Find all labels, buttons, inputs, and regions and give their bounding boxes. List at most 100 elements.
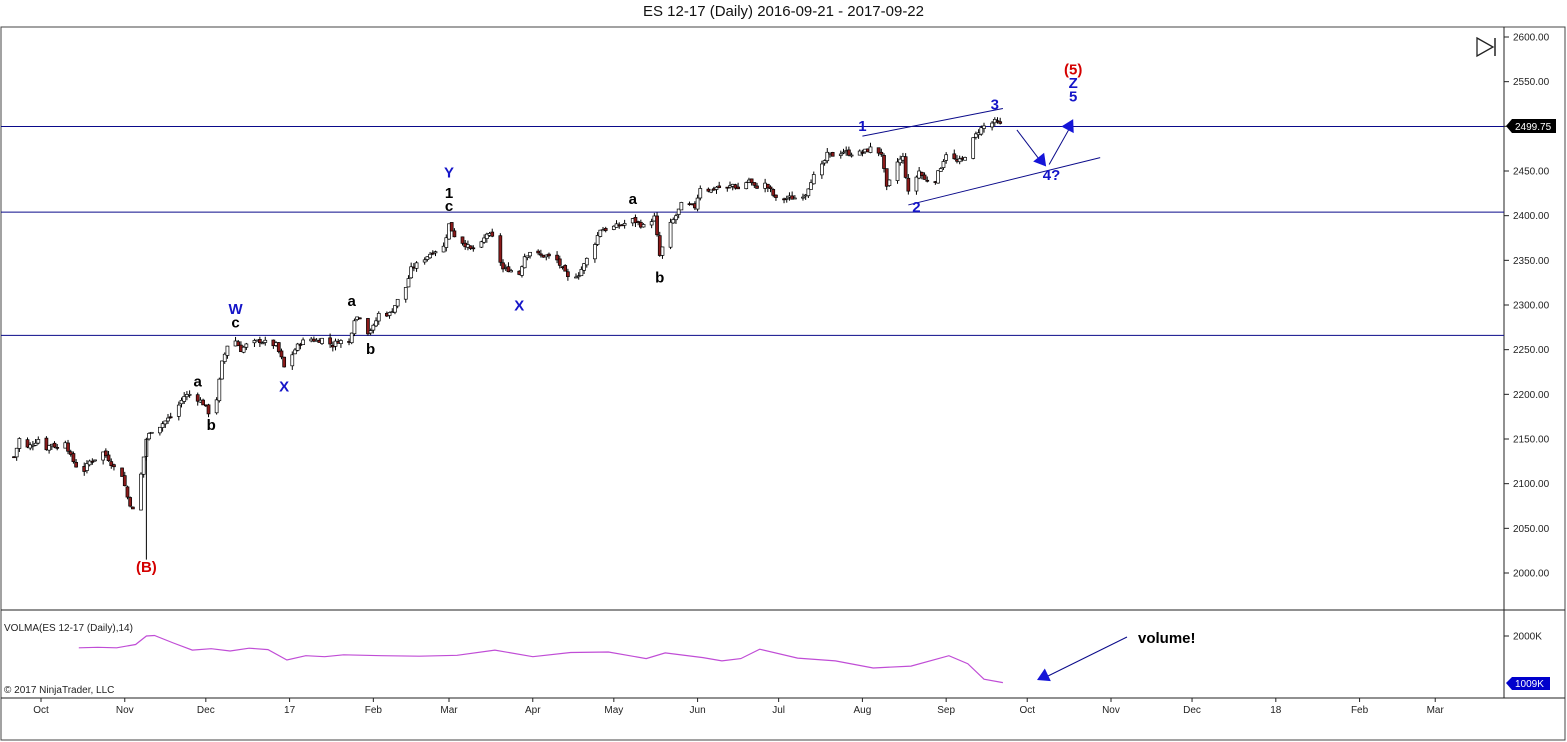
candle-body [622,223,627,226]
candle-body [768,186,773,190]
candle-body [825,151,830,162]
chart-title: ES 12-17 (Daily) 2016-09-21 - 2017-09-22 [643,3,924,20]
candle-body [179,399,184,405]
candle-body [790,195,795,200]
candle-body [14,447,19,458]
candle-body [879,151,884,155]
wave-label: a [194,373,203,390]
candle-body [822,160,827,164]
candle-body [187,393,192,396]
price-tick-label: 2350.00 [1513,256,1550,267]
candle-body [598,229,603,237]
candle-body [771,189,776,196]
candle-body [938,168,943,172]
candle-body [525,255,530,258]
candle-body [838,153,843,156]
horizontal-levels [1,126,1504,336]
price-tick-label: 2300.00 [1513,301,1550,312]
candle-body [809,182,813,190]
candle-body [225,345,230,356]
wave-label: 4? [1043,167,1061,184]
projection-leg-down [1016,129,1041,161]
candle-body [158,426,162,434]
projection-arrowhead-down [1033,152,1047,167]
price-tick-label: 2550.00 [1513,77,1550,88]
candle-body [709,189,713,193]
wave-label: 2 [912,199,920,216]
candle-body [71,453,76,463]
last-price-tag: 2499.75 [1506,119,1556,133]
candle-body [774,194,778,198]
time-tick-label: Feb [365,705,383,716]
candle-body [528,251,532,257]
candle-body [576,275,581,278]
price-tick-label: 2450.00 [1513,167,1550,178]
candle-body [557,258,562,266]
candle-body [166,417,170,422]
copyright-text: © 2017 NinjaTrader, LLC [4,685,114,696]
time-tick-label: Mar [440,705,458,716]
candle-body [44,437,49,451]
price-tick-label: 2150.00 [1513,435,1550,446]
candle-body [468,245,473,249]
candle-body [374,320,378,327]
time-tick-label: Jun [690,705,706,716]
candle-body [574,276,578,279]
candle-body [982,125,986,129]
wave-label: b [655,270,664,287]
candle-body [414,262,419,269]
candle-body [801,196,805,199]
candle-body [31,444,35,447]
candle-body [366,318,370,335]
candle-body [90,460,95,463]
candle-body [793,197,797,200]
candle-body [160,423,165,428]
candle-body [122,475,127,487]
candle-body [387,312,392,316]
candle-body [882,155,886,169]
candle-body [498,235,503,263]
candle-body [395,298,400,307]
candle-body [206,404,211,415]
projection-arrowhead-up [1061,119,1074,134]
candle-body [147,433,151,440]
candle-body [295,343,300,351]
candle-body [74,462,78,468]
candle-body [109,461,114,467]
candle-body [25,439,30,448]
candle-body [919,171,924,176]
candle-body [449,222,454,232]
candle-body [579,269,584,277]
time-tick-label: Oct [1019,705,1035,716]
price-tick-label: 2250.00 [1513,345,1550,356]
candle-body [444,237,449,248]
volume-annotation: volume! [1138,630,1196,647]
candle-body [944,154,949,161]
candle-body [884,168,889,187]
candle-body [482,237,486,243]
candle-body [744,182,749,190]
candle-body [352,320,357,335]
wave-label: Z [1069,75,1078,92]
candle-body [555,254,559,261]
chart-frame [0,26,1566,741]
candle-body [195,394,200,402]
candle-body [603,228,608,231]
candle-body [52,442,57,448]
volume-arrow-line [1045,636,1128,678]
candle-body [182,396,187,402]
candle-body [784,197,789,200]
wave-label: X [279,379,289,396]
candle-body [279,350,284,358]
candle-body [963,157,967,161]
candle-body [895,161,900,181]
volume-value-tag: 1009K [1506,677,1550,690]
candle-body [876,147,881,154]
price-tick-label: 2050.00 [1513,524,1550,535]
skip-to-end-icon[interactable] [1476,36,1496,58]
volume-tick-label: 2000K [1513,632,1542,643]
candle-body [163,420,168,425]
candle-body [995,120,1000,123]
